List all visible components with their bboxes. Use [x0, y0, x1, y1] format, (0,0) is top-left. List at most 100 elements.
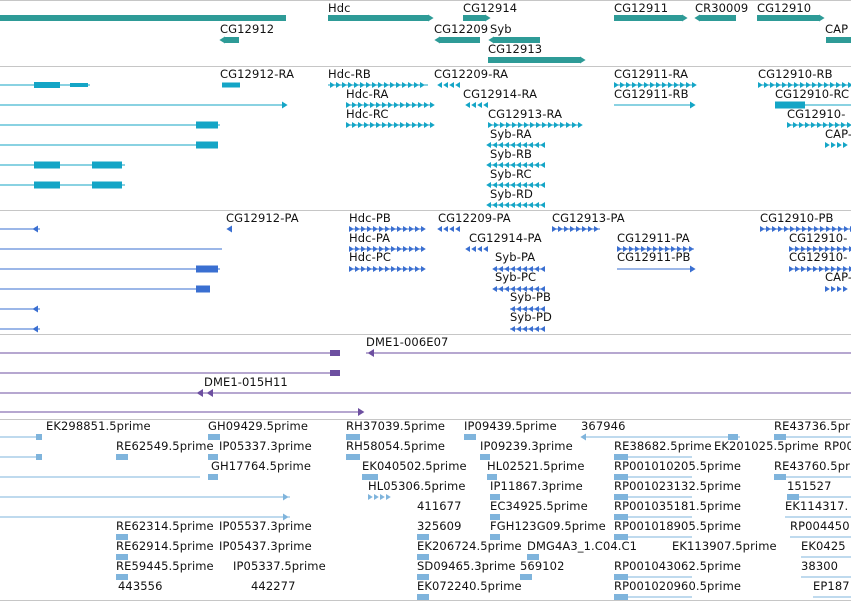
- est-label[interactable]: GH17764.5prime: [211, 459, 312, 473]
- transcript-exon[interactable]: [614, 82, 619, 88]
- protein-label[interactable]: Syb-PB: [510, 290, 551, 304]
- protein-exon[interactable]: [802, 226, 807, 232]
- transcript-exon[interactable]: [196, 141, 218, 149]
- protein-exon[interactable]: [391, 266, 396, 272]
- protein-label[interactable]: CG12914-PA: [469, 231, 542, 245]
- protein-exon[interactable]: [504, 286, 509, 292]
- transcript-exon[interactable]: [841, 122, 846, 128]
- protein-exon[interactable]: [409, 246, 414, 252]
- protein-arrow[interactable]: [32, 225, 38, 233]
- transcript-exon[interactable]: [842, 82, 847, 88]
- protein-exon[interactable]: [349, 266, 354, 272]
- transcript-exon[interactable]: [680, 82, 685, 88]
- protein-arrow[interactable]: [226, 225, 232, 233]
- transcript-label[interactable]: Syb-RC: [490, 167, 532, 181]
- transcript-label[interactable]: CG12911-RA: [614, 67, 689, 81]
- protein-exon[interactable]: [671, 246, 676, 252]
- transcript-exon[interactable]: [626, 82, 631, 88]
- transcript-exon[interactable]: [510, 182, 515, 188]
- transcript-exon[interactable]: [806, 82, 811, 88]
- clone-arrow[interactable]: [196, 389, 203, 397]
- transcript-exon[interactable]: [358, 102, 363, 108]
- protein-arrow[interactable]: [32, 305, 38, 313]
- transcript-exon[interactable]: [540, 162, 545, 168]
- transcript-label[interactable]: CAP-: [825, 127, 851, 141]
- est-label[interactable]: RH58054.5prime: [346, 439, 446, 453]
- gene-label[interactable]: CG12912: [220, 22, 275, 36]
- transcript-exon[interactable]: [364, 122, 369, 128]
- protein-exon[interactable]: [801, 266, 806, 272]
- transcript-exon[interactable]: [560, 122, 565, 128]
- est-exon[interactable]: [116, 534, 128, 540]
- protein-label[interactable]: Hdc-PB: [349, 211, 391, 225]
- protein-exon[interactable]: [409, 226, 414, 232]
- protein-exon[interactable]: [558, 226, 563, 232]
- protein-exon[interactable]: [397, 226, 402, 232]
- transcript-exon[interactable]: [782, 82, 787, 88]
- protein-exon[interactable]: [647, 246, 652, 252]
- est-label[interactable]: IP05537.3prime: [219, 519, 312, 533]
- transcript-exon[interactable]: [572, 122, 577, 128]
- transcript-exon[interactable]: [364, 102, 369, 108]
- transcript-exon[interactable]: [542, 122, 547, 128]
- est-exon[interactable]: [417, 594, 429, 600]
- protein-exon[interactable]: [498, 286, 503, 292]
- protein-exon[interactable]: [355, 246, 360, 252]
- transcript-exon[interactable]: [776, 82, 781, 88]
- transcript-exon[interactable]: [394, 102, 399, 108]
- protein-exon[interactable]: [795, 266, 800, 272]
- protein-exon[interactable]: [403, 226, 408, 232]
- protein-exon[interactable]: [455, 226, 460, 232]
- protein-exon[interactable]: [516, 306, 521, 312]
- transcript-exon[interactable]: [800, 82, 805, 88]
- protein-exon[interactable]: [778, 226, 783, 232]
- est-label[interactable]: 569102: [520, 559, 565, 573]
- protein-exon[interactable]: [522, 286, 527, 292]
- transcript-label[interactable]: CG12910-: [787, 107, 846, 121]
- protein-exon[interactable]: [421, 266, 426, 272]
- est-exon[interactable]: [614, 574, 628, 580]
- protein-exon[interactable]: [528, 286, 533, 292]
- est-exon[interactable]: [417, 574, 429, 580]
- transcript-exon[interactable]: [342, 82, 347, 88]
- transcript-exon[interactable]: [346, 122, 351, 128]
- transcript-exon[interactable]: [471, 102, 476, 108]
- protein-exon[interactable]: [367, 266, 372, 272]
- est-arrow[interactable]: [283, 493, 289, 501]
- gene-glyph[interactable]: [700, 15, 736, 21]
- transcript-label[interactable]: Syb-RD: [490, 187, 534, 201]
- est-label[interactable]: RP001010205.5prime: [614, 459, 742, 473]
- protein-exon[interactable]: [825, 246, 830, 252]
- est-label[interactable]: RP001020960.5prime: [614, 579, 742, 593]
- transcript-exon[interactable]: [390, 82, 395, 88]
- est-exon[interactable]: [614, 494, 628, 500]
- gene-label[interactable]: CG12911: [614, 1, 669, 15]
- est-label[interactable]: SD09465.3prime: [417, 559, 516, 573]
- est-exon[interactable]: [380, 494, 385, 500]
- est-exon[interactable]: [208, 474, 218, 480]
- gene-glyph[interactable]: [488, 57, 580, 63]
- est-label[interactable]: RH37039.5prime: [346, 419, 446, 433]
- transcript-exon[interactable]: [483, 102, 488, 108]
- protein-exon[interactable]: [594, 226, 599, 232]
- transcript-exon[interactable]: [70, 83, 88, 87]
- transcript-exon[interactable]: [566, 122, 571, 128]
- protein-exon[interactable]: [832, 226, 837, 232]
- est-label[interactable]: HL02521.5prime: [487, 459, 585, 473]
- transcript-exon[interactable]: [406, 102, 411, 108]
- protein-exon[interactable]: [385, 246, 390, 252]
- protein-exon[interactable]: [772, 226, 777, 232]
- transcript-exon[interactable]: [554, 122, 559, 128]
- transcript-exon[interactable]: [400, 102, 405, 108]
- transcript-label[interactable]: CG12910-RC: [775, 87, 850, 101]
- protein-exon[interactable]: [766, 226, 771, 232]
- protein-exon[interactable]: [516, 286, 521, 292]
- transcript-exon[interactable]: [775, 101, 805, 109]
- protein-exon[interactable]: [361, 226, 366, 232]
- est-label[interactable]: 443556: [118, 579, 163, 593]
- transcript-exon[interactable]: [34, 82, 60, 88]
- protein-exon[interactable]: [498, 266, 503, 272]
- protein-exon[interactable]: [510, 306, 515, 312]
- gene-glyph[interactable]: [328, 15, 428, 21]
- est-label[interactable]: FGH123G09.5prime: [490, 519, 606, 533]
